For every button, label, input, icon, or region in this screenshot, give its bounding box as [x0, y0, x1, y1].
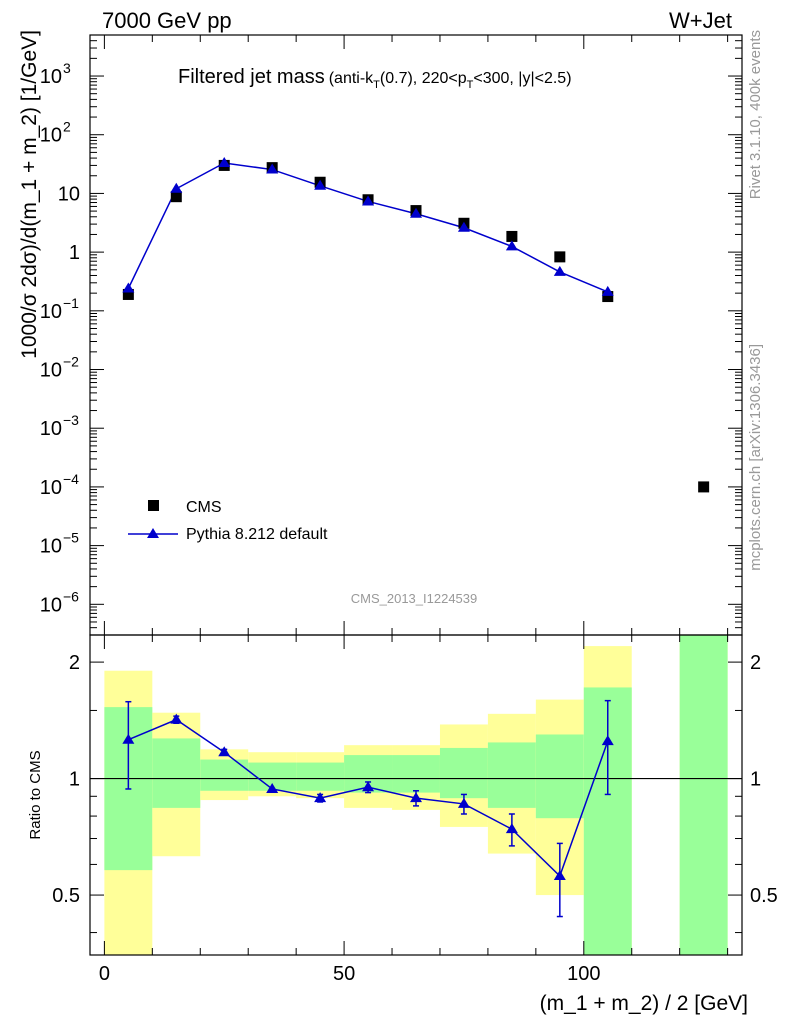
ratio-y-tick-label-right: 1 — [750, 769, 761, 791]
y-tick-exponent: 2 — [63, 119, 71, 135]
ratio-data-layer — [122, 699, 614, 918]
pythia-series-line — [127, 162, 609, 293]
legend: CMS Pythia 8.212 default — [128, 499, 328, 543]
y-tick-label: 10 — [40, 418, 62, 440]
green-band — [392, 755, 440, 793]
rivet-label: Rivet 3.1.10, 400k events — [747, 30, 764, 199]
ratio-panel-frame — [89, 634, 743, 956]
green-band — [439, 747, 488, 799]
cms-point — [170, 191, 182, 203]
ratio-point — [122, 733, 135, 744]
green-band — [296, 762, 345, 791]
legend-cms-label: CMS — [186, 499, 222, 516]
main-data-layer — [122, 156, 710, 493]
green-band — [535, 734, 584, 819]
ratio-y-axis-label: Ratio to CMS — [27, 750, 44, 839]
title-sub-t1: T — [373, 79, 380, 91]
green-band — [487, 742, 536, 808]
pythia-point — [362, 195, 375, 206]
ratio-point — [410, 792, 422, 803]
ratio-y-tick-label-right: 0.5 — [750, 885, 778, 907]
pythia-point — [553, 265, 566, 276]
cms-point — [602, 291, 614, 303]
y-tick-label: 10 — [40, 125, 62, 147]
green-band — [679, 635, 728, 955]
title-sub-1: (anti-k — [329, 70, 374, 87]
title-main: Filtered jet mass — [178, 66, 325, 88]
cms-point — [506, 230, 518, 242]
ratio-point — [218, 746, 231, 757]
pythia-point — [314, 179, 327, 190]
y-tick-label: 1 — [69, 242, 80, 264]
ratio-point — [457, 797, 470, 808]
process-label: W+Jet — [669, 8, 732, 33]
pythia-point — [505, 240, 518, 251]
y-tick-label: 10 — [40, 477, 62, 499]
main-panel-frame — [89, 34, 743, 636]
y-tick-label: 10 — [40, 66, 62, 88]
title-sub-3: <300, |y|<2.5) — [473, 70, 571, 87]
y-tick-label: 10 — [40, 301, 62, 323]
title-sub-2: (0.7), 220<p — [380, 70, 467, 87]
legend-pythia-label: Pythia 8.212 default — [186, 526, 328, 543]
ratio-point — [505, 823, 518, 834]
x-axis-label: (m_1 + m_2) / 2 [GeV] — [540, 992, 748, 1015]
chart-title: Filtered jet mass (anti-kT(0.7), 220<pT<3… — [178, 66, 572, 91]
pythia-point — [218, 156, 231, 167]
green-band — [152, 738, 201, 808]
ratio-point — [362, 781, 375, 792]
x-tick-label: 50 — [333, 963, 355, 985]
pythia-point — [122, 282, 135, 293]
y-tick-label: 10 — [40, 594, 62, 616]
x-tick-label: 0 — [99, 963, 110, 985]
y-tick-exponent: −2 — [63, 354, 79, 370]
ratio-point — [314, 792, 327, 803]
pythia-point — [601, 285, 614, 296]
analysis-watermark: CMS_2013_I1224539 — [351, 591, 478, 606]
cms-point — [698, 481, 710, 493]
ratio-y-tick-label: 2 — [69, 652, 80, 674]
ratio-point — [170, 713, 183, 724]
ratio-y-tick-label-right: 2 — [750, 652, 761, 674]
y-tick-exponent: −3 — [63, 412, 79, 428]
y-tick-label: 10 — [58, 183, 80, 205]
mcplots-label: mcplots.cern.ch [arXiv:1306.3436] — [747, 344, 764, 571]
pythia-point — [410, 207, 422, 218]
ratio-y-tick-label: 0.5 — [52, 885, 80, 907]
legend-pythia-marker — [147, 528, 159, 538]
y-tick-exponent: −6 — [63, 588, 79, 604]
ratio-point — [553, 870, 566, 881]
main-y-axis-label: 1000/σ 2dσ)/d(m_1 + m_2) [1/GeV] — [18, 30, 41, 359]
pythia-point — [266, 163, 279, 174]
x-tick-label: 100 — [567, 963, 600, 985]
title-sub-t2: T — [467, 79, 474, 91]
ratio-axes: 0.5 0.5 1 1 2 2 0 50 100 — [52, 635, 778, 985]
y-tick-label: 10 — [40, 360, 62, 382]
y-tick-label: 10 — [40, 536, 62, 558]
y-tick-exponent: 3 — [63, 60, 71, 76]
pythia-point — [170, 182, 183, 193]
legend-cms-marker — [148, 500, 159, 511]
cms-point — [554, 251, 566, 263]
ratio-y-tick-label: 1 — [69, 769, 80, 791]
pythia-point — [457, 221, 470, 232]
cms-point — [122, 288, 134, 300]
y-tick-exponent: −1 — [63, 295, 79, 311]
y-tick-exponent: −4 — [63, 471, 79, 487]
ratio-point — [266, 782, 279, 793]
energy-label: 7000 GeV pp — [102, 8, 232, 33]
ratio-point — [601, 735, 614, 746]
y-tick-exponent: −5 — [63, 530, 79, 546]
